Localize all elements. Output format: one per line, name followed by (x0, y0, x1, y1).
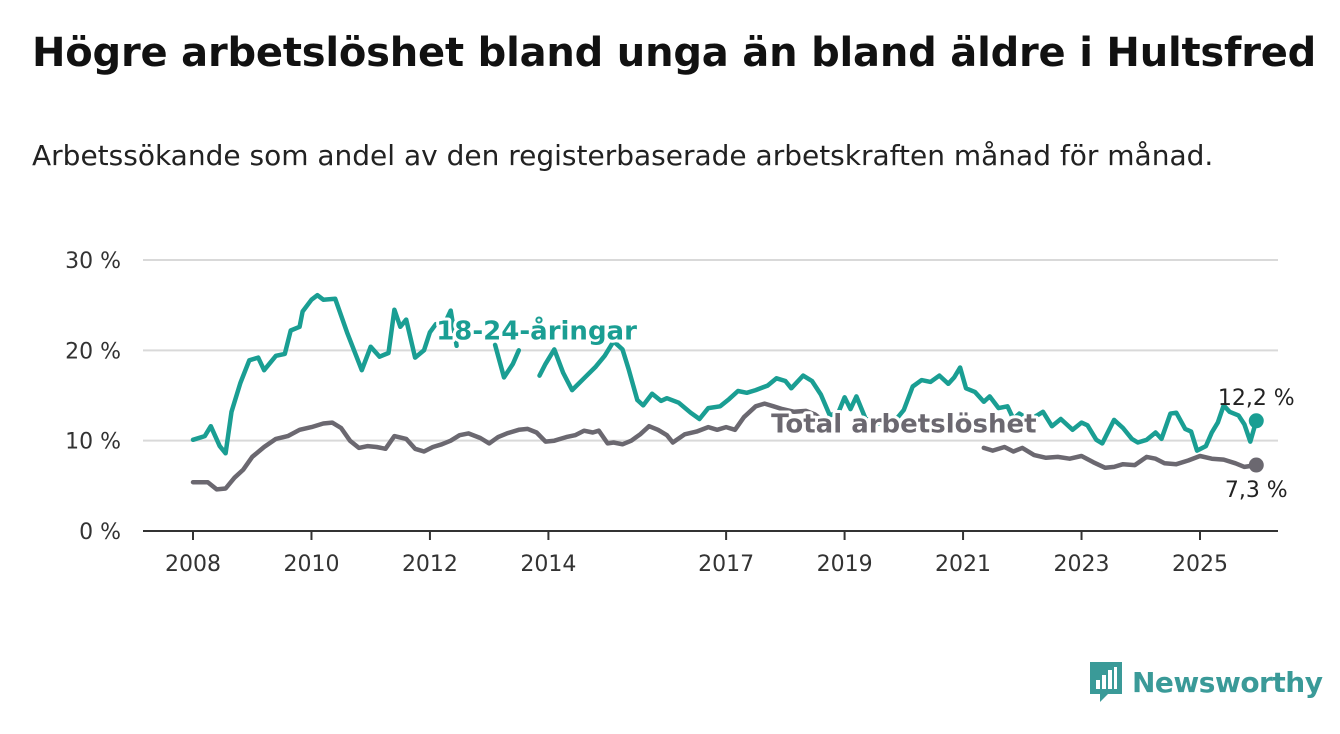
x-tick-label: 2012 (402, 552, 458, 577)
x-tick-label: 2019 (817, 552, 873, 577)
y-tick-label: 30 % (65, 249, 121, 274)
x-tick-label: 2008 (165, 552, 221, 577)
x-tick-label: 2025 (1172, 552, 1228, 577)
series-line-youth (492, 342, 522, 380)
x-tick-label: 2010 (283, 552, 339, 577)
y-tick-label: 10 % (65, 430, 121, 455)
y-tick-label: 20 % (65, 339, 121, 364)
y-tick-label: 0 % (79, 520, 121, 545)
x-axis-ticks: 2008 2010 2012 2014 2017 2019 2021 2023 2025 (165, 531, 1228, 577)
x-tick-label: 2014 (520, 552, 576, 577)
series-line-youth (537, 339, 1259, 453)
series-end-dot (1248, 457, 1264, 473)
newsworthy-logo: Newsworthy (1088, 660, 1323, 704)
series-labels: 12,2 % 7,3 % 18-24-åringar Total arbetslösh… (433, 311, 1295, 503)
x-tick-label: 2017 (698, 552, 754, 577)
bar-chart-speech-bubble-icon (1090, 662, 1122, 702)
gridlines (143, 259, 1278, 532)
chart-subtitle: Arbetssökande som andel av den registerb… (32, 139, 1214, 172)
series-end-dot (1248, 413, 1264, 429)
x-tick-label: 2021 (935, 552, 991, 577)
series-end-label: 12,2 % (1218, 386, 1295, 411)
series-lines (190, 292, 1264, 492)
x-tick-label: 2023 (1054, 552, 1110, 577)
series-line-total (981, 444, 1259, 471)
series-inline-label: 18-24-åringar (436, 314, 637, 346)
chart-title: Högre arbetslöshet bland unga än bland ä… (32, 30, 1317, 76)
series-end-label: 7,3 % (1225, 478, 1288, 503)
series-inline-label: Total arbetslöshet (771, 410, 1036, 440)
logo-text: Newsworthy (1132, 665, 1323, 699)
series-line-youth (190, 292, 459, 456)
y-axis-ticks: 0 % 10 % 20 % 30 % (65, 249, 121, 545)
series-line-total (190, 401, 824, 492)
